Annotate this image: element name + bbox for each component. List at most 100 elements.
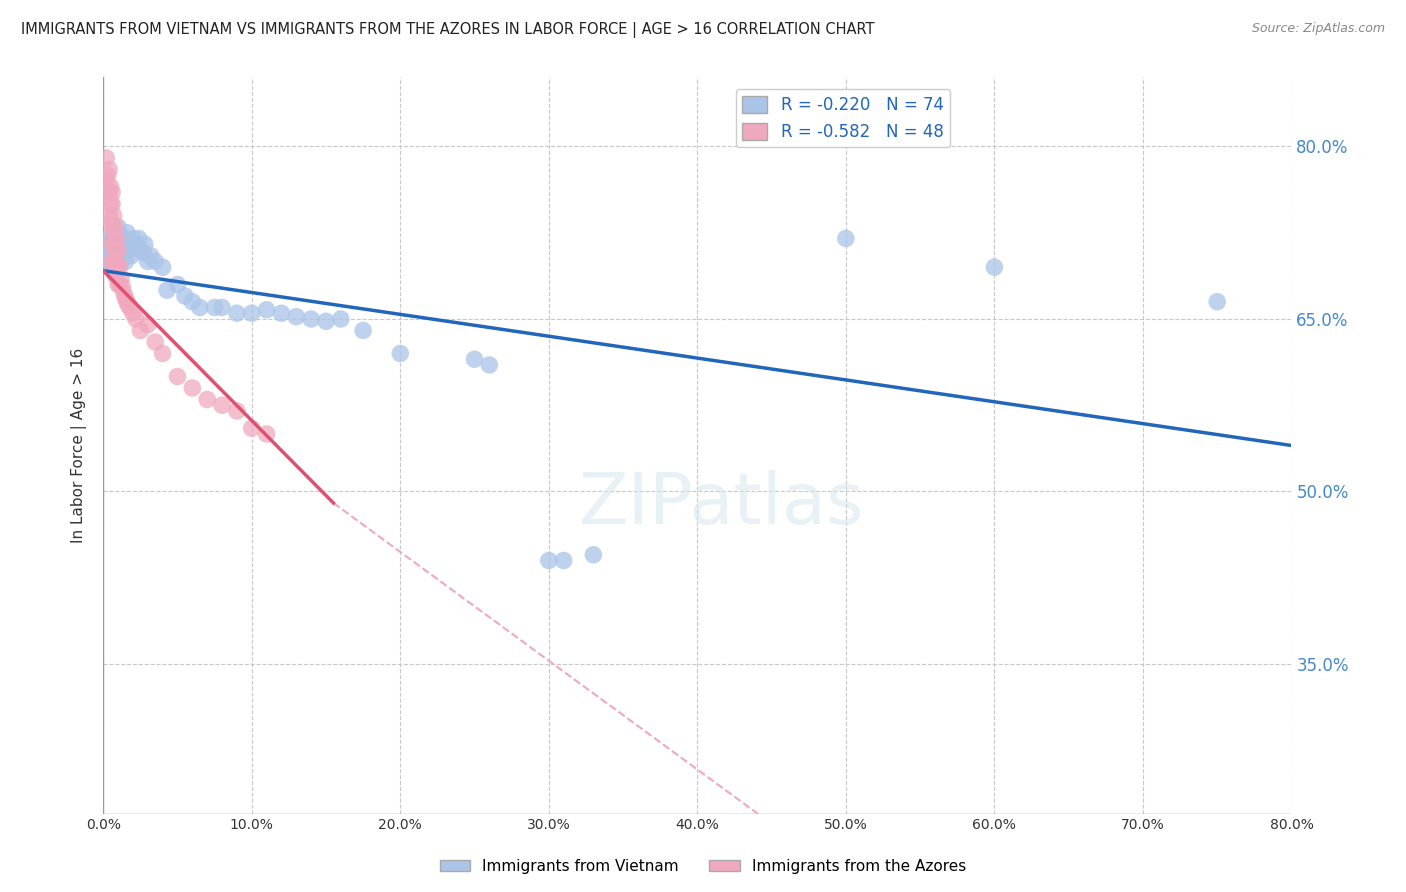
Point bbox=[100, 214, 122, 228]
Point bbox=[103, 254, 125, 268]
Point bbox=[97, 186, 120, 200]
Point bbox=[129, 243, 152, 257]
Point bbox=[108, 243, 131, 257]
Point bbox=[143, 254, 166, 268]
Point bbox=[1206, 294, 1229, 309]
Point bbox=[103, 237, 125, 252]
Point bbox=[240, 306, 263, 320]
Point bbox=[103, 209, 125, 223]
Point bbox=[96, 174, 118, 188]
Point bbox=[225, 404, 247, 418]
Point bbox=[156, 283, 179, 297]
Point bbox=[139, 249, 162, 263]
Point bbox=[96, 151, 118, 165]
Point bbox=[582, 548, 605, 562]
Point bbox=[104, 231, 127, 245]
Point bbox=[174, 289, 197, 303]
Point bbox=[136, 254, 159, 268]
Point bbox=[104, 243, 127, 257]
Point bbox=[101, 219, 124, 234]
Point bbox=[181, 381, 204, 395]
Point bbox=[108, 234, 131, 248]
Point bbox=[389, 346, 412, 360]
Point bbox=[122, 231, 145, 245]
Point bbox=[101, 254, 124, 268]
Point bbox=[105, 234, 128, 248]
Point bbox=[107, 254, 129, 268]
Point bbox=[125, 237, 148, 252]
Point bbox=[98, 186, 121, 200]
Text: ZIPatlas: ZIPatlas bbox=[578, 470, 863, 539]
Point bbox=[103, 231, 125, 245]
Point bbox=[256, 302, 278, 317]
Point bbox=[478, 358, 501, 372]
Point bbox=[97, 237, 120, 252]
Point bbox=[152, 346, 174, 360]
Point bbox=[101, 243, 124, 257]
Point bbox=[110, 241, 132, 255]
Point bbox=[118, 243, 141, 257]
Point bbox=[132, 245, 155, 260]
Point bbox=[100, 179, 122, 194]
Point bbox=[101, 237, 124, 252]
Point bbox=[104, 266, 127, 280]
Point bbox=[211, 301, 233, 315]
Point bbox=[166, 277, 188, 292]
Point bbox=[104, 254, 127, 268]
Legend: R = -0.220   N = 74, R = -0.582   N = 48: R = -0.220 N = 74, R = -0.582 N = 48 bbox=[735, 89, 950, 147]
Point bbox=[107, 243, 129, 257]
Point bbox=[120, 249, 142, 263]
Point bbox=[211, 398, 233, 412]
Point bbox=[329, 312, 352, 326]
Point bbox=[112, 286, 135, 301]
Point bbox=[115, 237, 138, 252]
Point bbox=[204, 301, 226, 315]
Point bbox=[352, 323, 374, 337]
Point bbox=[100, 254, 122, 268]
Point bbox=[110, 271, 132, 285]
Point bbox=[553, 553, 575, 567]
Point bbox=[104, 243, 127, 257]
Point bbox=[107, 231, 129, 245]
Point bbox=[112, 231, 135, 245]
Point bbox=[315, 314, 337, 328]
Point bbox=[97, 168, 120, 182]
Point bbox=[98, 254, 121, 268]
Point bbox=[103, 260, 125, 275]
Point bbox=[464, 352, 486, 367]
Point bbox=[101, 197, 124, 211]
Point bbox=[114, 243, 136, 257]
Point bbox=[270, 306, 292, 320]
Point bbox=[285, 310, 308, 324]
Point bbox=[115, 226, 138, 240]
Point bbox=[134, 237, 156, 252]
Point bbox=[107, 219, 129, 234]
Point bbox=[166, 369, 188, 384]
Point bbox=[188, 301, 211, 315]
Point bbox=[152, 260, 174, 275]
Point bbox=[117, 298, 139, 312]
Point bbox=[129, 323, 152, 337]
Point bbox=[240, 421, 263, 435]
Point bbox=[110, 229, 132, 244]
Point bbox=[103, 249, 125, 263]
Point bbox=[101, 231, 124, 245]
Point bbox=[122, 306, 145, 320]
Point bbox=[128, 231, 150, 245]
Point bbox=[104, 219, 127, 234]
Point bbox=[225, 306, 247, 320]
Point bbox=[105, 254, 128, 268]
Point bbox=[100, 249, 122, 263]
Legend: Immigrants from Vietnam, Immigrants from the Azores: Immigrants from Vietnam, Immigrants from… bbox=[433, 853, 973, 880]
Point bbox=[96, 231, 118, 245]
Point bbox=[118, 301, 141, 315]
Point bbox=[98, 260, 121, 275]
Point bbox=[98, 209, 121, 223]
Point bbox=[983, 260, 1005, 275]
Point bbox=[107, 243, 129, 257]
Point bbox=[114, 254, 136, 268]
Point bbox=[108, 260, 131, 275]
Text: IMMIGRANTS FROM VIETNAM VS IMMIGRANTS FROM THE AZORES IN LABOR FORCE | AGE > 16 : IMMIGRANTS FROM VIETNAM VS IMMIGRANTS FR… bbox=[21, 22, 875, 38]
Point bbox=[100, 243, 122, 257]
Point bbox=[108, 277, 131, 292]
